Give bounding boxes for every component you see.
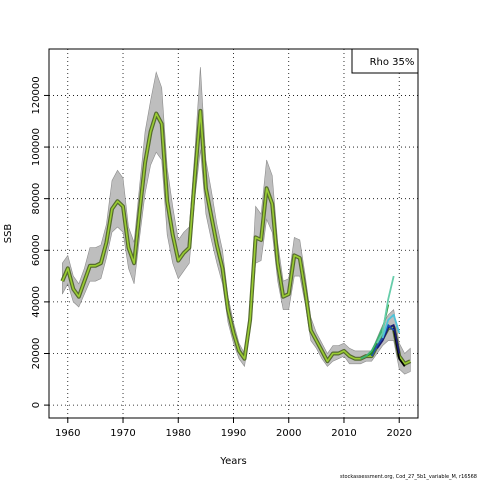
series-lines [60, 108, 412, 367]
x-tick-label: 1970 [110, 428, 135, 439]
footer-note: stockassessment.org, Cod_27_5b1_variable… [340, 474, 477, 480]
legend-box [351, 48, 419, 74]
x-tick-label: 2000 [276, 428, 301, 439]
x-tick-label: 1960 [55, 428, 80, 439]
y-tick-label: 0 [31, 402, 42, 408]
x-tick-label: 2020 [386, 428, 411, 439]
retro-peel-line [376, 275, 395, 344]
y-tick-label: 100000 [31, 128, 42, 166]
y-axis-label: SSB [3, 224, 14, 244]
ssb-main-line [61, 110, 411, 365]
y-tick-label: 120000 [31, 76, 42, 114]
x-tick-label: 1990 [221, 428, 246, 439]
x-axis-label: Years [219, 456, 246, 467]
y-axis-ticks: 0 20000 40000 60000 80000 100000 120000 [31, 76, 49, 408]
retro-peel-line [381, 313, 401, 339]
legend-entry: Rho 35% [370, 57, 415, 68]
x-tick-label: 1980 [166, 428, 191, 439]
retro-peel-line [360, 327, 384, 360]
legend: Rho 35% [351, 48, 419, 74]
grid-lines [49, 49, 418, 418]
retro-peel-line [376, 324, 401, 354]
x-tick-label: 2010 [331, 428, 356, 439]
y-tick-label: 80000 [31, 183, 42, 215]
x-axis-ticks: 1960 1970 1980 1990 2000 2010 2020 [55, 418, 412, 439]
y-tick-label: 40000 [31, 286, 42, 318]
y-tick-label: 20000 [31, 338, 42, 370]
y-tick-label: 60000 [31, 234, 42, 266]
